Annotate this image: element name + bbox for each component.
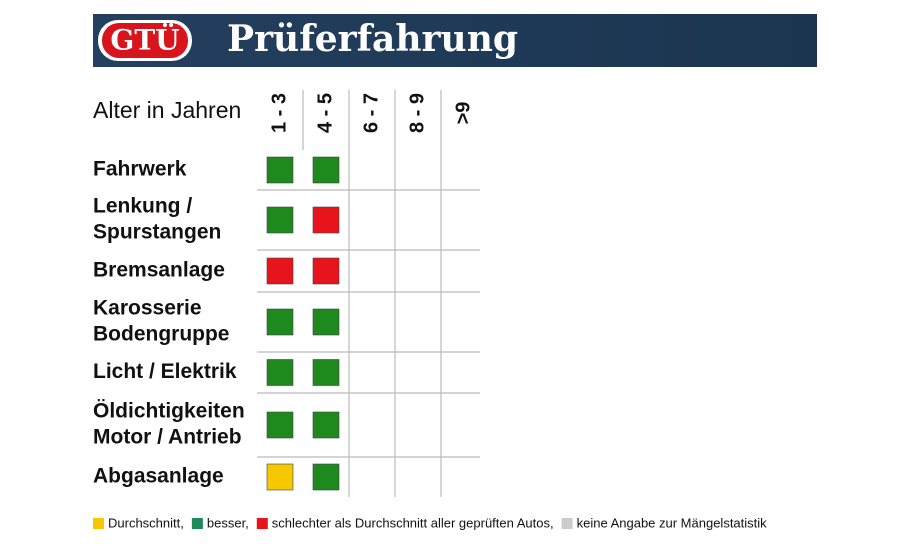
rating-square xyxy=(266,359,294,386)
legend-text: schlechter als Durchschnitt aller geprüf… xyxy=(272,515,554,530)
column-label: 6 - 7 xyxy=(360,93,382,133)
rating-square xyxy=(312,463,340,491)
logo-text: GTÜ xyxy=(110,23,179,57)
rating-square xyxy=(266,411,294,439)
table: 1 - 3 4 - 5 6 - 7 8 - 9 >9 Fahrwerk Lenkung / S… xyxy=(93,90,480,497)
rating-square xyxy=(312,206,340,234)
legend-swatch xyxy=(191,518,203,529)
rating-square xyxy=(312,411,340,439)
rating-square xyxy=(312,156,340,184)
legend-text: keine Angabe zur Mängelstatistik xyxy=(577,515,768,530)
row-label: Abgasanlage xyxy=(93,465,224,488)
legend-swatch xyxy=(561,518,573,529)
row-label: Motor / Antrieb xyxy=(93,426,242,449)
rating-square xyxy=(312,359,340,386)
row-label: Lenkung / xyxy=(93,195,192,218)
rating-square xyxy=(312,257,340,285)
legend-text: besser, xyxy=(207,515,249,530)
legend-text: Durchschnitt, xyxy=(108,515,184,530)
logo-badge xyxy=(102,23,188,58)
row-label: Bremsanlage xyxy=(93,259,225,282)
column-label: >9 xyxy=(452,102,474,125)
header-bar xyxy=(93,14,817,67)
row-label: Öldichtigkeiten xyxy=(93,400,245,423)
axis-label: Alter in Jahren xyxy=(93,97,241,123)
row-label: Spurstangen xyxy=(93,221,221,244)
row-label: Karosserie xyxy=(93,297,202,320)
rating-square xyxy=(266,206,294,234)
legend-swatch xyxy=(93,518,104,529)
column-label: 1 - 3 xyxy=(268,93,290,133)
legend-swatch xyxy=(256,518,268,529)
row-label: Licht / Elektrik xyxy=(93,360,237,383)
row-label: Bodengruppe xyxy=(93,323,230,346)
rating-square xyxy=(266,257,294,285)
legend: Durchschnitt, besser, schlechter als Durch… xyxy=(93,515,767,530)
rating-square xyxy=(266,156,294,184)
column-label: 8 - 9 xyxy=(406,93,428,133)
title: Prüferfahrung xyxy=(227,18,518,60)
column-label: 4 - 5 xyxy=(314,93,336,133)
row-label: Fahrwerk xyxy=(93,158,187,181)
rating-square xyxy=(312,308,340,336)
rating-square xyxy=(266,308,294,336)
rating-square xyxy=(266,463,294,491)
